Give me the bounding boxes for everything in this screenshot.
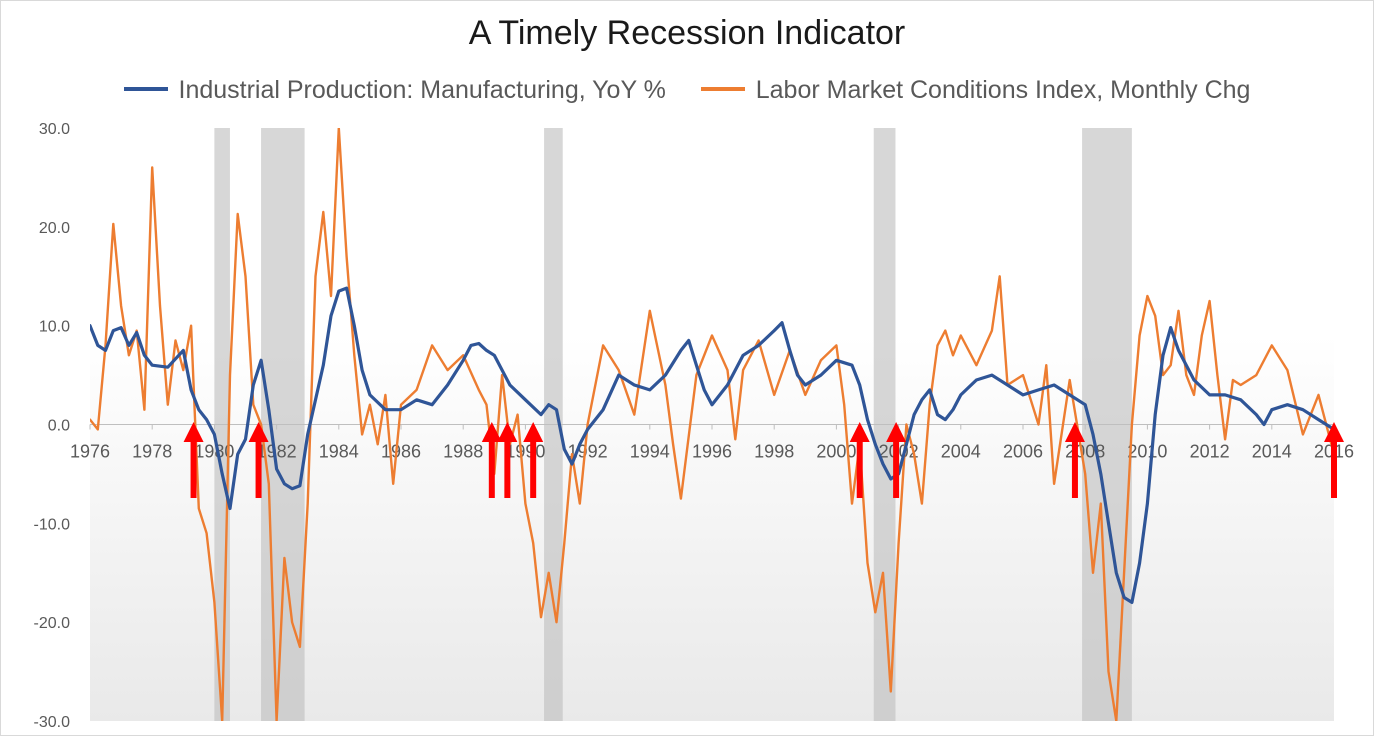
x-tick-label: 1980 [194, 442, 234, 462]
signal-arrow-head [1064, 422, 1085, 442]
signal-arrows [183, 422, 1344, 498]
series-line-labor-market [90, 128, 1334, 721]
series-lines [90, 128, 1334, 721]
x-tick-label: 1984 [319, 442, 359, 462]
y-tick-label: 0.0 [48, 418, 70, 435]
signal-arrow-head [886, 422, 907, 442]
chart-legend: Industrial Production: Manufacturing, Yo… [0, 76, 1374, 105]
signal-arrow-shaft [1071, 440, 1078, 498]
legend-item-labor-market: Labor Market Conditions Index, Monthly C… [700, 76, 1251, 105]
x-tick-label: 2010 [1127, 442, 1167, 462]
legend-swatch-orange [700, 87, 745, 92]
x-tick-label: 1996 [692, 442, 732, 462]
y-tick-label: -10.0 [34, 516, 71, 533]
y-tick-label: 20.0 [39, 220, 70, 237]
signal-arrow [183, 422, 204, 498]
x-tick-label: 2014 [1252, 442, 1292, 462]
signal-arrow [248, 422, 269, 498]
signal-arrow-head [849, 422, 870, 442]
signal-arrow-shaft [856, 440, 863, 498]
x-tick-label: 1988 [443, 442, 483, 462]
signal-arrow-shaft [190, 440, 197, 498]
signal-arrow-head [497, 422, 518, 442]
x-tick-label: 1978 [132, 442, 172, 462]
signal-arrow-shaft [893, 440, 900, 498]
signal-arrow [886, 422, 907, 498]
signal-arrow-shaft [255, 440, 262, 498]
signal-arrow [497, 422, 518, 498]
y-tick-label: -30.0 [34, 714, 71, 731]
y-tick-label: 10.0 [39, 319, 70, 336]
y-tick-label: 30.0 [39, 121, 70, 138]
x-tick-label: 2012 [1190, 442, 1230, 462]
x-tick-label: 1998 [754, 442, 794, 462]
signal-arrow [481, 422, 502, 498]
signal-arrow-head [183, 422, 204, 442]
signal-arrow-shaft [504, 440, 511, 498]
x-tick-label: 2004 [941, 442, 981, 462]
legend-label-industrial-production: Industrial Production: Manufacturing, Yo… [178, 76, 666, 104]
y-tick-label: -20.0 [34, 615, 71, 632]
x-tick-label: 1990 [505, 442, 545, 462]
signal-arrow [1324, 422, 1344, 498]
signal-arrow-head [481, 422, 502, 442]
signal-arrow-shaft [530, 440, 537, 498]
legend-swatch-blue [123, 87, 168, 92]
x-tick-label: 1982 [257, 442, 297, 462]
x-tick-label: 1976 [70, 442, 110, 462]
x-tick-label: 2006 [1003, 442, 1043, 462]
legend-label-labor-market: Labor Market Conditions Index, Monthly C… [755, 76, 1251, 104]
signal-arrow-head [523, 422, 544, 442]
x-tick-label: 2000 [816, 442, 856, 462]
x-tick-label: 1986 [381, 442, 421, 462]
x-tick-label: 1994 [630, 442, 670, 462]
signal-arrow-shaft [1331, 440, 1337, 498]
signal-arrow-shaft [488, 440, 495, 498]
chart-title: A Timely Recession Indicator [468, 14, 906, 52]
signal-arrow [523, 422, 544, 498]
series-line-industrial-production [90, 286, 1334, 604]
signal-arrow [849, 422, 870, 498]
signal-arrow-head [248, 422, 269, 442]
legend-item-industrial-production: Industrial Production: Manufacturing, Yo… [123, 76, 666, 105]
signal-arrow-head [1324, 422, 1344, 442]
signal-arrow [1064, 422, 1085, 498]
